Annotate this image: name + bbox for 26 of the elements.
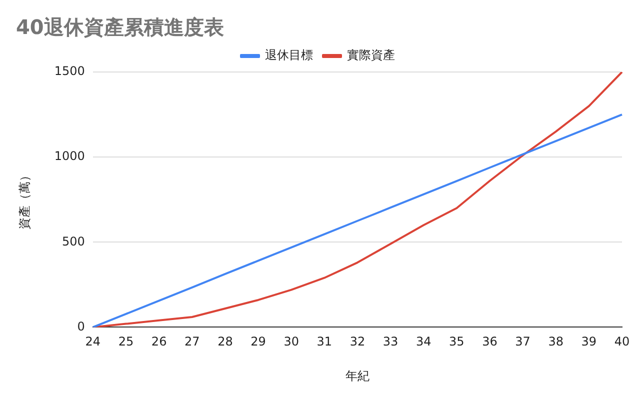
- x-tick-label: 27: [184, 334, 200, 349]
- x-tick-label: 37: [515, 334, 530, 349]
- x-tick-label: 24: [85, 334, 101, 349]
- x-tick-label: 31: [316, 334, 332, 349]
- x-tick-label: 28: [218, 334, 233, 349]
- x-axis-title: 年紀: [345, 368, 370, 383]
- y-tick-label: 1000: [54, 149, 85, 164]
- x-tick-label: 25: [118, 334, 134, 349]
- x-tick-label: 38: [548, 334, 564, 349]
- y-tick-label: 1500: [54, 64, 85, 78]
- x-tick-label: 35: [449, 334, 464, 349]
- x-tick-label: 30: [284, 334, 299, 349]
- legend-label: 實際資產: [347, 48, 395, 62]
- x-tick-label: 26: [151, 334, 167, 349]
- chart-title: 40退休資產累積進度表: [16, 14, 224, 41]
- x-tick-label: 32: [350, 334, 366, 349]
- x-tick-label: 33: [382, 334, 398, 349]
- y-tick-label: 500: [62, 234, 85, 248]
- x-tick-label: 34: [416, 334, 432, 349]
- y-tick-label: 0: [77, 319, 85, 334]
- x-tick-label: 29: [250, 334, 266, 349]
- x-tick-label: 36: [482, 334, 498, 349]
- legend-label: 退休目標: [265, 48, 313, 62]
- x-tick-label: 39: [581, 334, 597, 349]
- x-tick-label: 40: [614, 334, 630, 349]
- y-axis-title: 資產（萬）: [17, 170, 32, 230]
